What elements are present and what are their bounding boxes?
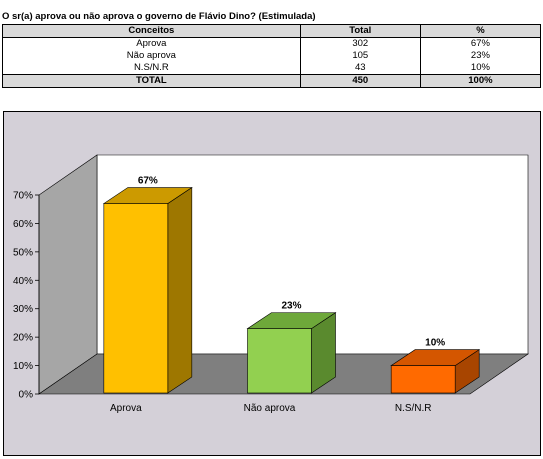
bar <box>247 328 312 394</box>
header-conceitos: Conceitos <box>2 24 301 38</box>
chart-side-wall <box>38 154 98 395</box>
header-total: Total <box>299 24 421 38</box>
row-total: 43 <box>299 62 421 75</box>
y-tick-label: 30% <box>13 304 33 315</box>
row-percent: 23% <box>419 50 542 62</box>
table-header-row: Conceitos Total % <box>2 24 542 38</box>
bar <box>390 365 456 394</box>
y-tick-label: 10% <box>13 361 33 372</box>
table-total-row: TOTAL 450 100% <box>2 74 542 88</box>
results-table: Conceitos Total % Aprova 302 67% Não apr… <box>2 24 542 88</box>
data-label: 23% <box>281 301 301 312</box>
y-tick-label: 0% <box>19 390 34 401</box>
table-row: N.S/N.R 43 10% <box>2 62 542 75</box>
total-percent: 100% <box>419 74 542 88</box>
total-label: TOTAL <box>2 74 301 88</box>
row-label: N.S/N.R <box>2 62 301 75</box>
y-tick-label: 20% <box>13 333 33 344</box>
y-tick-label: 60% <box>13 219 33 230</box>
y-tick-label: 50% <box>13 247 33 258</box>
table-row: Não aprova 105 23% <box>2 50 542 62</box>
header-percent: % <box>419 24 542 38</box>
table-row: Aprova 302 67% <box>2 37 542 50</box>
row-label: Aprova <box>2 37 301 50</box>
question-title: O sr(a) aprova ou não aprova o governo d… <box>2 11 316 22</box>
bar-side <box>167 186 193 394</box>
x-tick-label: Aprova <box>110 403 142 414</box>
data-label: 67% <box>138 176 158 187</box>
row-percent: 10% <box>419 62 542 75</box>
row-label: Não aprova <box>2 50 301 62</box>
bar-chart: 0% 10% 20% 30% 40% 50% 60% 70% 67% Aprova 23% Não a… <box>3 111 541 456</box>
y-tick-label: 70% <box>13 191 33 202</box>
x-tick-label: Não aprova <box>244 403 296 414</box>
data-label: 10% <box>425 338 445 349</box>
row-total: 105 <box>299 50 421 62</box>
chart-container: 0% 10% 20% 30% 40% 50% 60% 70% 67% Aprova 23% Não a… <box>3 111 541 456</box>
y-tick-label: 40% <box>13 276 33 287</box>
bar <box>103 203 169 394</box>
row-percent: 67% <box>419 37 542 50</box>
row-total: 302 <box>299 37 421 50</box>
x-tick-label: N.S/N.R <box>395 403 432 414</box>
total-value: 450 <box>299 74 421 88</box>
